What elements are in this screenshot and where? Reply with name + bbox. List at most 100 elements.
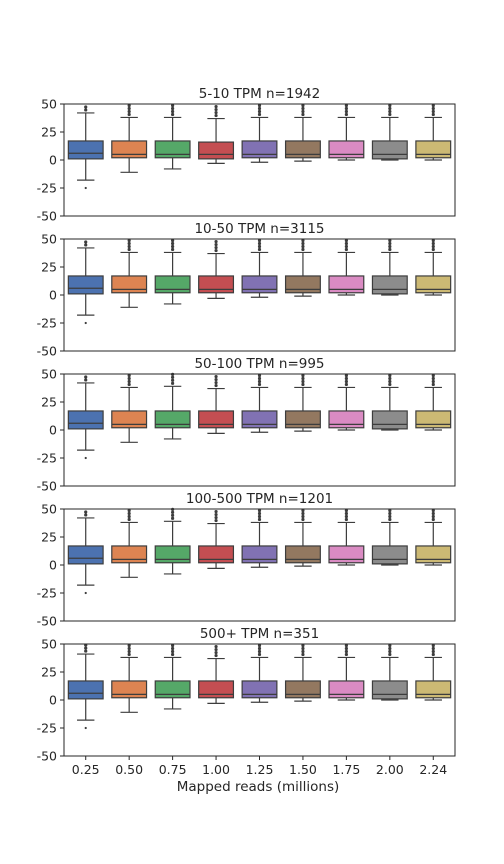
box-body (67, 545, 104, 565)
upper-outlier (301, 112, 305, 117)
upper-outlier (388, 103, 392, 108)
upper-outlier (127, 247, 131, 252)
upper-outlier (388, 109, 392, 114)
upper-outlier (301, 241, 305, 246)
box-body (328, 140, 365, 159)
box-body (241, 275, 278, 294)
panel-title: 5-10 TPM n=1942 (199, 86, 320, 102)
box-0.50 (111, 103, 148, 173)
y-tick-label: -50 (37, 209, 57, 224)
y-tick-label: 0 (49, 288, 57, 303)
upper-outlier (127, 379, 131, 384)
upper-outlier (301, 517, 305, 522)
upper-outlier (388, 373, 392, 378)
upper-outlier (214, 107, 218, 112)
box-1.75 (328, 103, 365, 161)
lower-outlier (84, 591, 87, 595)
box-body (415, 545, 452, 564)
y-tick-label: 0 (49, 558, 57, 573)
upper-outlier (301, 514, 305, 519)
upper-outlier (257, 109, 262, 114)
upper-outlier (301, 511, 305, 516)
upper-outlier (301, 643, 305, 648)
box-2.00 (371, 643, 408, 701)
upper-outlier (257, 247, 262, 252)
upper-outlier (84, 240, 88, 244)
panel-1: 5-10 TPM n=1942 -50 -25 0 25 50 (37, 86, 456, 224)
box-0.75 (154, 643, 191, 710)
upper-outlier (127, 376, 131, 381)
panel-frame (63, 238, 456, 352)
box-body (284, 140, 321, 159)
upper-outlier (344, 238, 348, 243)
box-body (241, 680, 278, 699)
box-1.25 (241, 643, 278, 703)
box-body (371, 140, 408, 160)
upper-outlier (214, 248, 218, 253)
upper-outlier (214, 104, 218, 109)
box-body (241, 545, 278, 564)
upper-outlier (388, 649, 392, 654)
panel-title: 10-50 TPM n=3115 (194, 221, 324, 237)
upper-outlier (84, 243, 88, 247)
box-1.50 (284, 508, 321, 567)
upper-outlier (171, 106, 175, 111)
upper-outlier (344, 652, 348, 657)
upper-outlier (431, 649, 435, 654)
box-2.24 (415, 373, 452, 431)
upper-outlier (344, 646, 348, 651)
upper-outlier (388, 247, 392, 252)
panel-4: 100-500 TPM n=1201 -50 -25 0 25 50 (37, 491, 456, 629)
y-tick-label: -25 (37, 181, 57, 196)
upper-outlier (257, 106, 262, 111)
upper-outlier (431, 241, 435, 246)
box-body (111, 410, 148, 429)
box-body (154, 140, 191, 159)
x-tick-label: 0.25 (72, 762, 100, 777)
y-tick-label: 50 (41, 367, 57, 382)
upper-outlier (214, 509, 218, 514)
upper-outlier (127, 103, 131, 108)
box-body (328, 410, 365, 429)
upper-outlier (127, 649, 131, 654)
box-1.75 (328, 238, 365, 296)
upper-outlier (84, 510, 88, 514)
upper-outlier (171, 652, 175, 657)
upper-outlier (431, 376, 435, 381)
upper-outlier (171, 510, 175, 514)
upper-outlier (388, 241, 392, 246)
box-1.00 (198, 239, 235, 299)
box-1.50 (284, 103, 321, 162)
upper-outlier (388, 508, 392, 513)
upper-outlier (127, 508, 131, 513)
upper-outlier (431, 244, 435, 249)
box-body (241, 410, 278, 429)
upper-outlier (171, 378, 175, 382)
box-body (284, 545, 321, 564)
upper-outlier (388, 652, 392, 657)
upper-outlier (257, 646, 262, 651)
upper-outlier (84, 108, 88, 112)
box-0.50 (111, 643, 148, 713)
upper-outlier (171, 516, 175, 520)
box-1.00 (198, 644, 235, 704)
y-tick-label: 25 (41, 665, 57, 680)
x-tick-label: 0.75 (159, 762, 187, 777)
panel-frame (63, 373, 456, 487)
box-body (198, 275, 235, 294)
lower-outlier (84, 726, 87, 730)
upper-outlier (214, 377, 218, 382)
upper-outlier (257, 508, 262, 513)
upper-outlier (344, 643, 348, 648)
upper-outlier (171, 247, 175, 252)
y-tick-label: -25 (37, 721, 57, 736)
box-2.00 (371, 508, 408, 566)
box-body (154, 275, 191, 294)
upper-outlier (388, 514, 392, 519)
upper-outlier (257, 379, 262, 384)
upper-outlier (431, 247, 435, 252)
upper-outlier (127, 238, 131, 243)
upper-outlier (301, 652, 305, 657)
upper-outlier (301, 382, 305, 387)
